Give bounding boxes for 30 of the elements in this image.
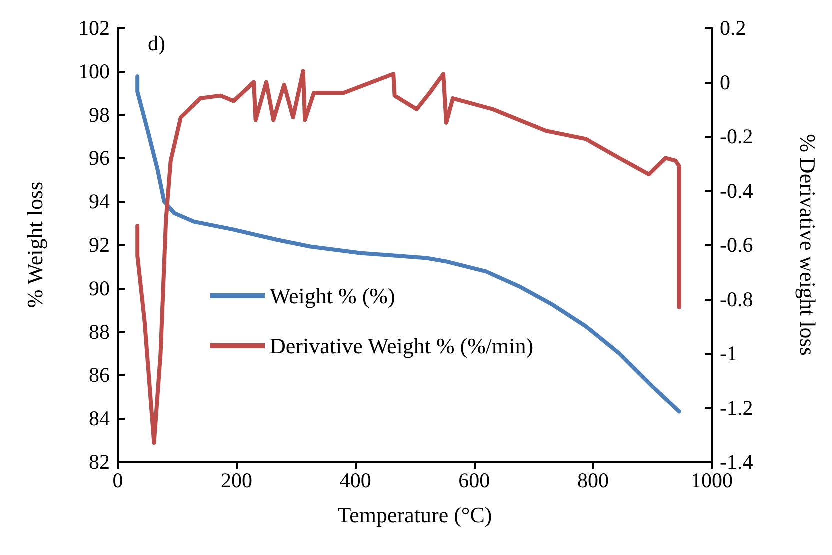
y-tick-label: 96 [89,146,110,170]
y2-axis-title: % Derivative weight loss [796,134,820,356]
y2-tick-label: 0 [720,70,730,94]
y-tick-label: 94 [89,190,110,214]
y2-tick-label: -0.6 [720,233,754,257]
y-tick-label: 100 [78,59,110,84]
y-axis-title: % Weight loss [22,182,48,308]
x-tick-label: 800 [577,468,609,492]
legend-label: Weight % (%) [270,284,396,308]
y-tick-label: 102 [78,16,110,40]
y2-tick-label: -0.4 [720,178,754,203]
y-tick-label: 90 [89,276,110,300]
x-tick-label: 600 [458,468,490,492]
y2-tick-label: 0.2 [720,16,746,40]
y-tick-label: 88 [89,320,110,344]
y-tick-label: 92 [89,233,110,257]
annotation: d) [148,32,166,56]
y2-tick-label: -1.2 [720,396,754,420]
x-tick-label: 0 [112,468,124,492]
y2-tick-label: -0.2 [720,124,754,148]
legend-label: Derivative Weight % (%/min) [270,334,534,358]
y-tick-label: 98 [89,102,110,127]
x-tick-label: 200 [221,468,253,492]
y-tick-label: 82 [89,450,110,474]
x-tick-label: 400 [340,468,372,492]
x-axis-title: Temperature (°C) [338,502,492,528]
y2-tick-label: -1 [720,342,738,366]
y2-tick-label: -0.8 [720,287,754,312]
y-tick-label: 84 [89,406,110,431]
y-tick-label: 86 [89,363,110,388]
